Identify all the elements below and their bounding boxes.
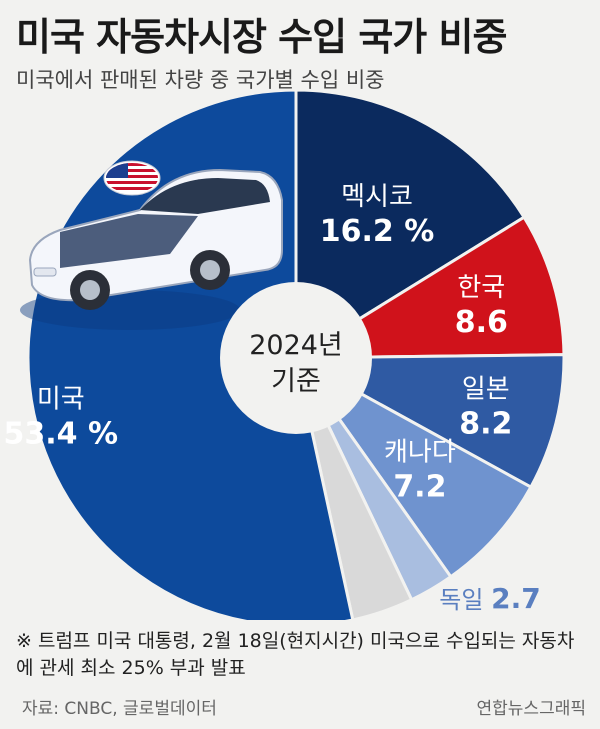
slice-value-2: 8.2: [459, 407, 512, 442]
chart-subtitle: 미국에서 판매된 차량 중 국가별 수입 비중: [16, 68, 385, 92]
center-label-year: 2024년: [249, 330, 343, 361]
footnote: ※ 트럼프 미국 대통령, 2월 18일(현지시간) 미국으로 수입되는 자동차…: [16, 630, 575, 679]
slice-value-3: 7.2: [393, 470, 446, 505]
slice-name-6: 미국: [37, 385, 85, 415]
slice-label-4: 독일 2.7: [439, 582, 540, 615]
pie-center-hole: [220, 282, 372, 434]
slice-value-6: 53.4 %: [4, 417, 119, 452]
chart-title: 미국 자동차시장 수입 국가 비중: [16, 15, 507, 59]
slice-value-1: 8.6: [455, 305, 508, 340]
credit-text: 연합뉴스그래픽: [476, 699, 586, 719]
slice-name-3: 캐나다: [384, 438, 456, 468]
slice-value-0: 16.2 %: [320, 214, 435, 249]
source-text: 자료: CNBC, 글로벌데이터: [22, 699, 217, 719]
car-illustration: [20, 160, 283, 330]
pie-slice-0: [294, 90, 527, 361]
slice-name-1: 한국: [457, 273, 505, 303]
slice-name-2: 일본: [462, 375, 510, 405]
pie-slice-3: [294, 356, 533, 579]
us-flag-icon: [103, 160, 161, 196]
center-label-basis: 기준: [271, 366, 321, 397]
slice-name-0: 멕시코: [341, 182, 413, 212]
